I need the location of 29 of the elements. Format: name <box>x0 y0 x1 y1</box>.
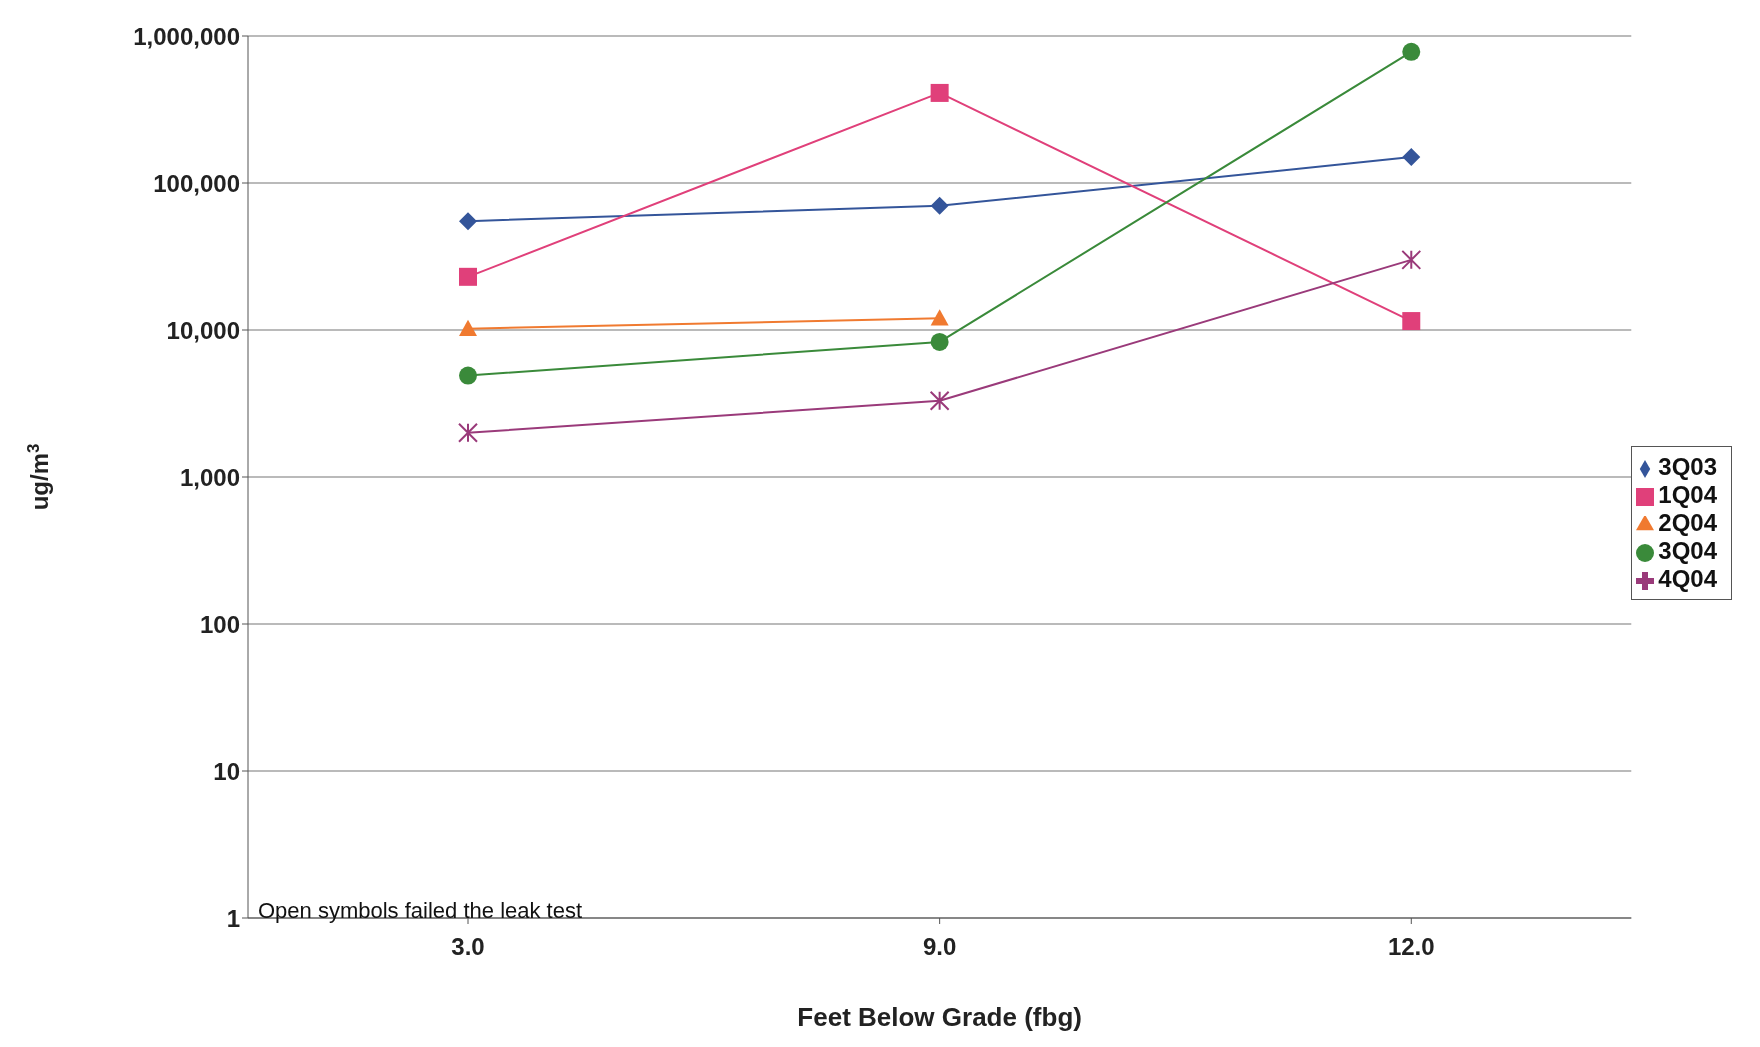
point <box>1402 148 1421 167</box>
x-tick-label: 9.0 <box>922 933 957 961</box>
point <box>930 332 949 351</box>
y-tick-label: 100 <box>199 610 240 638</box>
point <box>930 83 949 102</box>
y-tick-label: 1,000,000 <box>133 22 240 50</box>
y-tick-label: 100,000 <box>153 169 240 197</box>
point <box>1402 42 1421 61</box>
y-tick-label: 1,000 <box>179 463 240 491</box>
y-tick-label: 10 <box>213 757 240 785</box>
point <box>459 366 477 385</box>
legend-label: 3Q03 <box>1658 453 1717 480</box>
point <box>459 267 477 286</box>
legend-label: 4Q04 <box>1658 565 1717 592</box>
legend-label: 1Q04 <box>1658 481 1717 508</box>
y-tick-label: 1 <box>226 904 240 932</box>
legend-label: 2Q04 <box>1658 509 1717 536</box>
x-axis-title: Feet Below Grade (fbg) <box>797 1002 1082 1032</box>
x-tick-label: 3.0 <box>451 933 485 961</box>
point <box>929 390 950 411</box>
point <box>1401 249 1422 270</box>
point <box>459 212 477 231</box>
point <box>930 196 949 215</box>
x-tick-label: 12.0 <box>1387 933 1435 961</box>
point <box>458 422 478 443</box>
legend-label: 3Q04 <box>1658 537 1717 564</box>
point <box>1402 312 1421 331</box>
y-tick-label: 10,000 <box>166 316 240 344</box>
annotation: Open symbols failed the leak test <box>258 898 583 924</box>
